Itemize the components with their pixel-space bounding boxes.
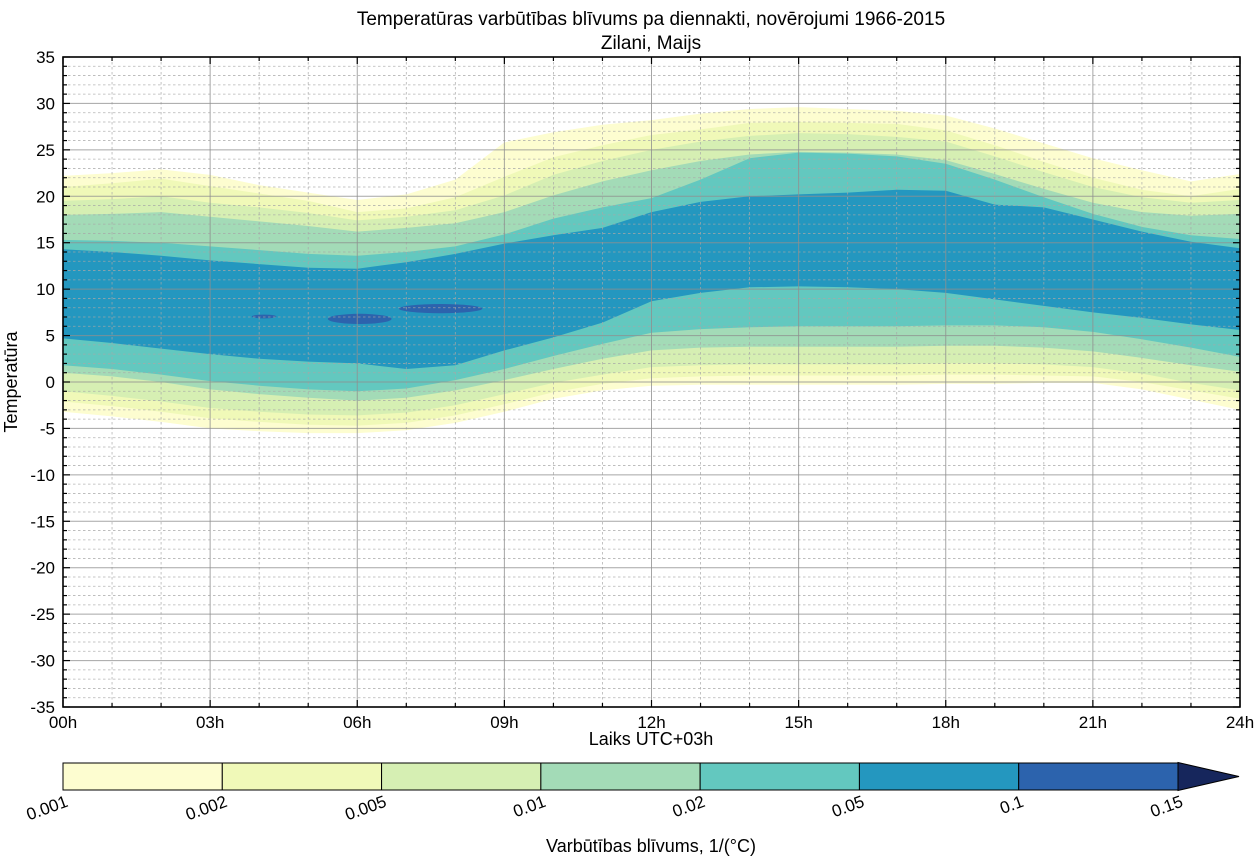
colorbar-tick-label: 0.02 (670, 792, 708, 821)
colorbar-tick-label: 0.1 (997, 792, 1026, 818)
y-tick-label: -5 (40, 419, 55, 438)
chart-subtitle: Zilani, Maijs (601, 33, 701, 54)
x-tick-label: 00h (49, 713, 77, 732)
colorbar: 0.001 0.002 0.005 0.01 0.02 0.05 0.1 0.15 (24, 761, 1240, 824)
chart-title: Temperatūras varbūtības blīvums pa dienn… (357, 9, 945, 30)
y-tick-label: -20 (30, 559, 55, 578)
y-tick-label: -10 (30, 466, 55, 485)
density-blob (327, 313, 392, 324)
colorbar-tick-label: 0.15 (1148, 792, 1186, 821)
y-tick-label: 5 (46, 327, 55, 346)
minor-gridlines (63, 57, 1240, 707)
y-tick-label: 25 (36, 141, 55, 160)
y-tick-label: -30 (30, 652, 55, 671)
colorbar-label: Varbūtības blīvums, 1/(°C) (546, 836, 756, 856)
x-tick-label: 24h (1226, 713, 1254, 732)
colorbar-tick-label: 0.002 (183, 792, 229, 824)
y-axis-label: Temperatūra (1, 330, 21, 432)
colorbar-segment (62, 762, 223, 791)
y-tick-label: 15 (36, 234, 55, 253)
x-tick-label: 15h (784, 713, 812, 732)
colorbar-segment (221, 762, 383, 791)
colorbar-overflow-arrow (1177, 761, 1240, 792)
x-tick-label: 03h (196, 713, 224, 732)
y-tick-label: 20 (36, 187, 55, 206)
y-tick-label: 0 (46, 373, 55, 392)
density-blob (398, 304, 483, 314)
x-tick-label: 18h (932, 713, 960, 732)
x-tick-label: 12h (637, 713, 665, 732)
density-blob (251, 314, 277, 319)
colorbar-segment (540, 762, 701, 791)
y-tick-label: 10 (36, 280, 55, 299)
y-tick-label: 35 (36, 48, 55, 67)
tick-marks (62, 56, 1241, 708)
x-tick-label: 21h (1079, 713, 1107, 732)
y-tick-label: -25 (30, 605, 55, 624)
colorbar-segment (381, 762, 542, 791)
colorbar-tick-label: 0.001 (24, 792, 70, 824)
y-tick-label: -15 (30, 512, 55, 531)
colorbar-segment (699, 762, 860, 791)
y-tick-label: 30 (36, 94, 55, 113)
colorbar-segment (1018, 762, 1179, 791)
colorbar-tick-label: 0.05 (829, 792, 867, 821)
x-tick-label: 06h (343, 713, 371, 732)
y-tick-label: -35 (30, 698, 55, 717)
x-axis-label: Laiks UTC+03h (589, 729, 714, 749)
colorbar-tick-label: 0.01 (511, 792, 549, 821)
colorbar-segment (858, 762, 1020, 791)
x-tick-labels: 00h 03h 06h 09h 12h 15h 18h 21h 24h (49, 713, 1254, 732)
x-tick-label: 09h (490, 713, 518, 732)
high-density-blobs (251, 304, 483, 324)
colorbar-tick-label: 0.005 (342, 792, 388, 824)
y-tick-labels: 35 30 25 20 15 10 5 0 -5 -10 -15 -20 -25 -30 -35 (30, 48, 55, 717)
major-gridlines (63, 57, 1240, 707)
